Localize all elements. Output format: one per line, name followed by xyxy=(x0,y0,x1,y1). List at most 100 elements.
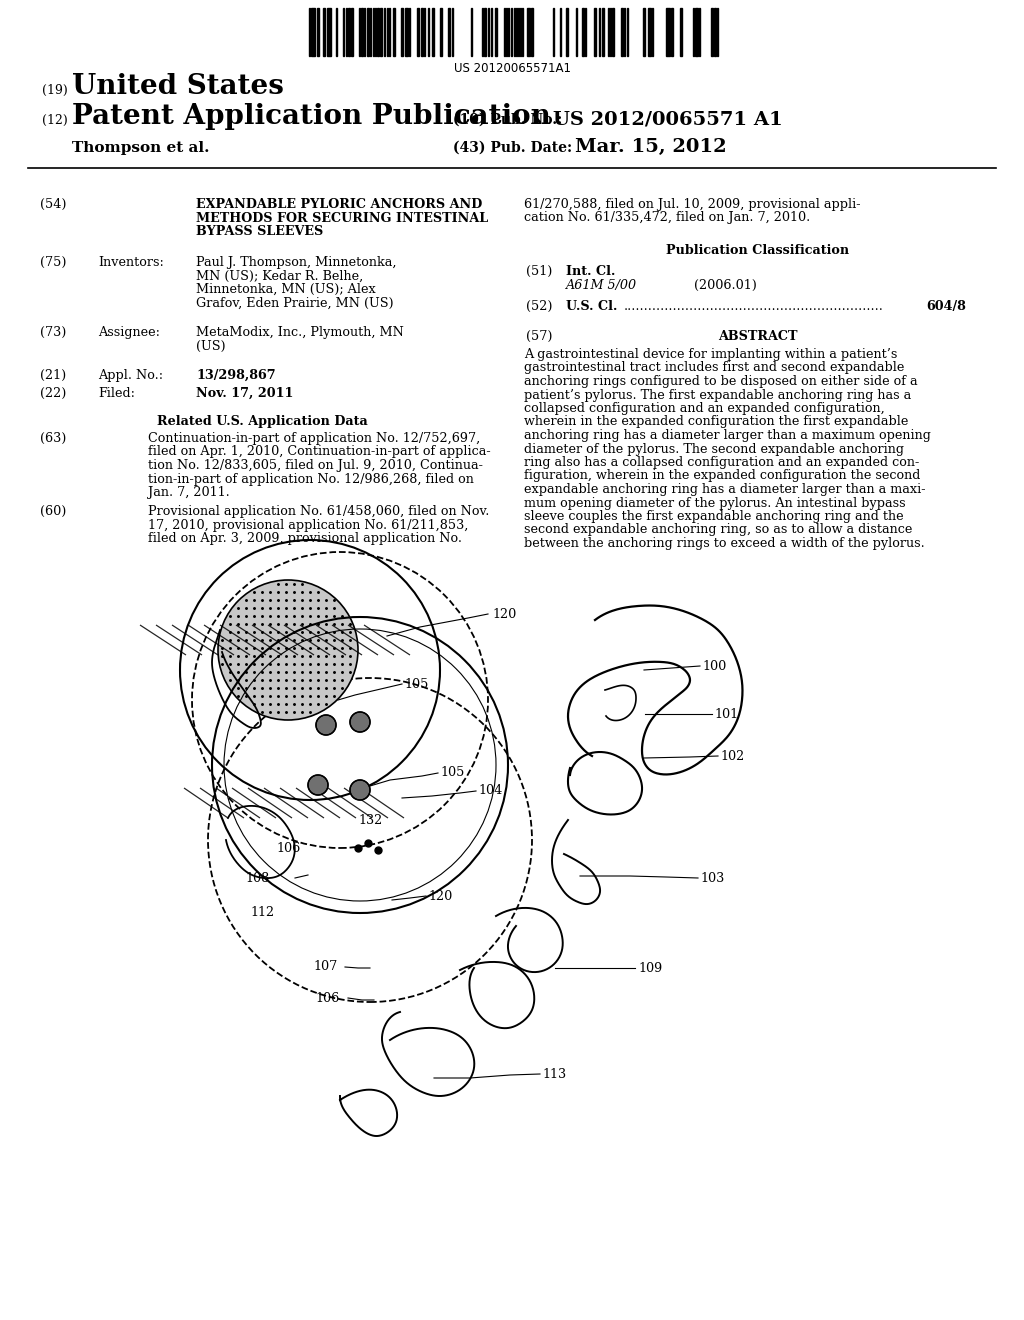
Bar xyxy=(449,8,450,55)
Text: United States: United States xyxy=(72,73,284,100)
Bar xyxy=(612,8,614,55)
Text: 107: 107 xyxy=(313,961,338,974)
Text: A61M 5/00: A61M 5/00 xyxy=(566,279,637,292)
Text: BYPASS SLEEVES: BYPASS SLEEVES xyxy=(196,224,324,238)
Bar xyxy=(527,8,530,55)
Bar xyxy=(666,8,670,55)
Text: (22): (22) xyxy=(40,387,67,400)
Text: 17, 2010, provisional application No. 61/211,853,: 17, 2010, provisional application No. 61… xyxy=(148,519,468,532)
Text: figuration, wherein in the expanded configuration the second: figuration, wherein in the expanded conf… xyxy=(524,470,921,483)
Bar xyxy=(406,8,408,55)
Text: (12): (12) xyxy=(42,114,68,127)
Text: Thompson et al.: Thompson et al. xyxy=(72,141,210,154)
Bar xyxy=(648,8,651,55)
Bar xyxy=(401,8,403,55)
Text: diameter of the pylorus. The second expandable anchoring: diameter of the pylorus. The second expa… xyxy=(524,442,904,455)
Bar xyxy=(566,8,568,55)
Text: (54): (54) xyxy=(40,198,67,211)
Text: (73): (73) xyxy=(40,326,67,339)
Text: anchoring ring has a diameter larger than a maximum opening: anchoring ring has a diameter larger tha… xyxy=(524,429,931,442)
Text: Appl. No.:: Appl. No.: xyxy=(98,370,163,381)
Bar xyxy=(377,8,379,55)
Text: Inventors:: Inventors: xyxy=(98,256,164,269)
Circle shape xyxy=(308,775,328,795)
Text: Paul J. Thompson, Minnetonka,: Paul J. Thompson, Minnetonka, xyxy=(196,256,396,269)
Bar xyxy=(440,8,442,55)
Bar xyxy=(484,8,486,55)
Bar xyxy=(432,8,434,55)
Text: Int. Cl.: Int. Cl. xyxy=(566,265,615,279)
Text: 120: 120 xyxy=(492,607,516,620)
Text: (2006.01): (2006.01) xyxy=(694,279,757,292)
Bar xyxy=(380,8,382,55)
Circle shape xyxy=(350,780,370,800)
Text: 109: 109 xyxy=(638,961,663,974)
Text: US 2012/0065571 A1: US 2012/0065571 A1 xyxy=(553,110,782,128)
Bar xyxy=(351,8,353,55)
Bar xyxy=(361,8,362,55)
Bar xyxy=(417,8,419,55)
Text: Jan. 7, 2011.: Jan. 7, 2011. xyxy=(148,486,229,499)
Text: 604/8: 604/8 xyxy=(926,300,966,313)
Text: Patent Application Publication: Patent Application Publication xyxy=(72,103,551,129)
Bar xyxy=(602,8,604,55)
Bar xyxy=(421,8,423,55)
Bar xyxy=(393,8,395,55)
Text: MN (US); Kedar R. Belhe,: MN (US); Kedar R. Belhe, xyxy=(196,269,364,282)
Text: US 20120065571A1: US 20120065571A1 xyxy=(454,62,570,75)
Bar xyxy=(323,8,325,55)
Bar xyxy=(531,8,534,55)
Text: Provisional application No. 61/458,060, filed on Nov.: Provisional application No. 61/458,060, … xyxy=(148,506,489,517)
Bar xyxy=(495,8,497,55)
Text: gastrointestinal tract includes first and second expandable: gastrointestinal tract includes first an… xyxy=(524,362,904,375)
Bar xyxy=(680,8,682,55)
Circle shape xyxy=(316,715,336,735)
Text: anchoring rings configured to be disposed on either side of a: anchoring rings configured to be dispose… xyxy=(524,375,918,388)
Text: ...............................................................: ........................................… xyxy=(624,300,884,313)
Text: 106: 106 xyxy=(276,842,300,854)
Text: METHODS FOR SECURING INTESTINAL: METHODS FOR SECURING INTESTINAL xyxy=(196,211,488,224)
Bar xyxy=(582,8,584,55)
Text: cation No. 61/335,472, filed on Jan. 7, 2010.: cation No. 61/335,472, filed on Jan. 7, … xyxy=(524,211,810,224)
Text: 103: 103 xyxy=(701,871,725,884)
Bar xyxy=(348,8,350,55)
Text: 106: 106 xyxy=(315,991,340,1005)
Bar xyxy=(714,8,716,55)
Bar xyxy=(367,8,369,55)
Text: 120: 120 xyxy=(429,890,454,903)
Text: wherein in the expanded configuration the first expandable: wherein in the expanded configuration th… xyxy=(524,416,908,429)
Text: (21): (21) xyxy=(40,370,67,381)
Text: Nov. 17, 2011: Nov. 17, 2011 xyxy=(196,387,293,400)
Bar xyxy=(695,8,698,55)
Text: Assignee:: Assignee: xyxy=(98,326,160,339)
Text: ring also has a collapsed configuration and an expanded con-: ring also has a collapsed configuration … xyxy=(524,455,920,469)
Bar xyxy=(671,8,673,55)
Text: tion No. 12/833,605, filed on Jul. 9, 2010, Continua-: tion No. 12/833,605, filed on Jul. 9, 20… xyxy=(148,459,483,473)
Bar xyxy=(311,8,315,55)
Bar xyxy=(643,8,645,55)
Circle shape xyxy=(350,711,370,733)
Text: collapsed configuration and an expanded configuration,: collapsed configuration and an expanded … xyxy=(524,403,885,414)
Bar xyxy=(711,8,713,55)
Text: (43) Pub. Date:: (43) Pub. Date: xyxy=(453,141,572,154)
Text: Related U.S. Application Data: Related U.S. Application Data xyxy=(157,414,368,428)
Text: (57): (57) xyxy=(526,330,553,343)
Text: 100: 100 xyxy=(703,660,727,672)
Text: 108: 108 xyxy=(246,871,270,884)
Text: (10) Pub. No.:: (10) Pub. No.: xyxy=(453,114,562,127)
Text: MetaModix, Inc., Plymouth, MN: MetaModix, Inc., Plymouth, MN xyxy=(196,326,403,339)
Text: (63): (63) xyxy=(40,432,67,445)
Text: filed on Apr. 1, 2010, Continuation-in-part of applica-: filed on Apr. 1, 2010, Continuation-in-p… xyxy=(148,446,490,458)
Text: second expandable anchoring ring, so as to allow a distance: second expandable anchoring ring, so as … xyxy=(524,524,912,536)
Text: (52): (52) xyxy=(526,300,553,313)
Bar xyxy=(594,8,596,55)
Text: A gastrointestinal device for implanting within a patient’s: A gastrointestinal device for implanting… xyxy=(524,348,897,360)
Text: Grafov, Eden Prairie, MN (US): Grafov, Eden Prairie, MN (US) xyxy=(196,297,393,309)
Text: (19): (19) xyxy=(42,84,68,96)
Text: ABSTRACT: ABSTRACT xyxy=(718,330,798,343)
Text: Mar. 15, 2012: Mar. 15, 2012 xyxy=(575,139,727,156)
Text: 132: 132 xyxy=(358,813,382,826)
Text: Filed:: Filed: xyxy=(98,387,135,400)
Text: mum opening diameter of the pylorus. An intestinal bypass: mum opening diameter of the pylorus. An … xyxy=(524,496,905,510)
Text: 13/298,867: 13/298,867 xyxy=(196,370,275,381)
